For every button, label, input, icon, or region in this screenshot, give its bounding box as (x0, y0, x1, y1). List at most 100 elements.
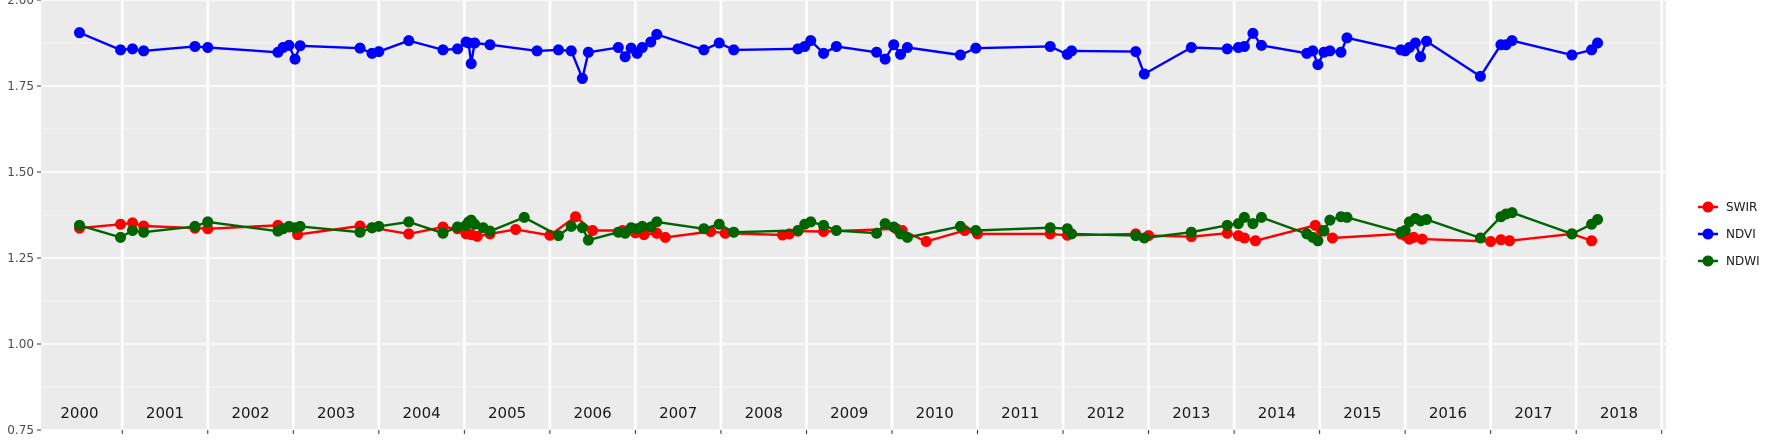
swir-point (920, 235, 932, 247)
ndvi-point (73, 27, 85, 39)
swir-point (1326, 232, 1338, 244)
x-axis (121, 430, 1663, 434)
ndvi-point (576, 72, 588, 84)
ndwi-point (954, 220, 966, 232)
year-label: 2002 (231, 404, 269, 422)
ndwi-point (901, 231, 913, 243)
ndvi-point (1130, 46, 1142, 58)
swir-point (510, 223, 522, 235)
ndvi-point (127, 43, 139, 55)
ndwi-point (202, 216, 214, 228)
y-tick-label: 1.75 (7, 79, 34, 93)
ndvi-point (895, 48, 907, 60)
y-tick-label: 1.50 (7, 165, 34, 179)
ndwi-point (1592, 213, 1604, 225)
ndvi-point (437, 44, 449, 56)
ndvi-point (403, 35, 415, 47)
y-tick-label: 1.00 (7, 337, 34, 351)
ndvi-point (1409, 37, 1421, 49)
ndwi-point (373, 220, 385, 232)
ndvi-point (531, 45, 543, 57)
series-layer (73, 27, 1604, 247)
ndvi-point (373, 46, 385, 58)
ndvi-point (1592, 37, 1604, 49)
year-label: 2007 (659, 404, 697, 422)
ndvi-point (830, 40, 842, 52)
ndvi-point (1044, 40, 1056, 52)
swir-point (659, 231, 671, 243)
ndvi-point (818, 47, 830, 59)
ndvi-point (1221, 43, 1233, 55)
swir-point (719, 227, 731, 239)
swir-point (1586, 235, 1598, 247)
ndwi-point (879, 218, 891, 230)
ndwi-point (970, 224, 982, 236)
ndwi-point (73, 219, 85, 231)
ndvi-point (619, 51, 631, 63)
ndvi-point (1566, 49, 1578, 61)
ndwi-point (1506, 207, 1518, 219)
ndvi-point (1415, 51, 1427, 63)
ndwi-point (1238, 211, 1250, 223)
ndvi-point (465, 58, 477, 70)
y-tick-label: 1.25 (7, 251, 34, 265)
ndwi-point (127, 224, 139, 236)
swir-point (570, 211, 582, 223)
year-label: 2001 (146, 404, 184, 422)
swir-point (1503, 235, 1515, 247)
ndvi-point (901, 41, 913, 53)
ndvi-point (283, 39, 295, 51)
year-separator-lines (120, 0, 1664, 430)
ndwi-point (1318, 224, 1330, 236)
year-label: 2008 (745, 404, 783, 422)
year-label: 2013 (1172, 404, 1210, 422)
ndwi-point (1421, 213, 1433, 225)
ndwi-point (1221, 219, 1233, 231)
ndwi-point (1044, 222, 1056, 234)
ndwi-point (830, 224, 842, 236)
ndwi-point (805, 216, 817, 228)
legend-label-swir: SWIR (1726, 200, 1757, 214)
ndvi-point (294, 40, 306, 52)
swir-point (471, 230, 483, 242)
swir-point (1495, 234, 1507, 246)
year-label: 2014 (1258, 404, 1296, 422)
ndvi-point (452, 43, 464, 55)
year-label: 2016 (1429, 404, 1467, 422)
swir-point (1249, 235, 1261, 247)
ndwi-point (1066, 228, 1078, 240)
ndwi-point (138, 226, 150, 238)
ndvi-point (1312, 59, 1324, 71)
ndwi-point (189, 220, 201, 232)
ndvi-point (651, 28, 663, 40)
ndvi-point (1185, 41, 1197, 53)
ndvi-point (115, 44, 127, 56)
ndwi-point (636, 220, 648, 232)
ndwi-point (1399, 224, 1411, 236)
ndwi-point (518, 211, 530, 223)
legend: SWIR NDVI NDWI (1698, 200, 1760, 268)
year-label: 2005 (488, 404, 526, 422)
ndwi-point (403, 216, 415, 228)
ndvi-point (484, 39, 496, 51)
ndwi-point (871, 227, 883, 239)
year-label: 2006 (574, 404, 612, 422)
ndvi-point (1341, 32, 1353, 44)
year-label: 2018 (1600, 404, 1638, 422)
ndvi-point (888, 39, 900, 51)
ndwi-point (452, 221, 464, 233)
ndwi-point (552, 230, 564, 242)
ndvi-point (1138, 68, 1150, 80)
ndwi-point (888, 221, 900, 233)
swir-point (1408, 231, 1420, 243)
ndvi-point (612, 41, 624, 53)
legend-key-point-swir (1702, 201, 1714, 213)
ndvi-point (1506, 35, 1518, 47)
ndwi-point (818, 219, 830, 231)
ndwi-point (1185, 226, 1197, 238)
year-label: 2017 (1514, 404, 1552, 422)
ndvi-point (636, 41, 648, 53)
ndwi-point (354, 226, 366, 238)
swir-point (403, 228, 415, 240)
